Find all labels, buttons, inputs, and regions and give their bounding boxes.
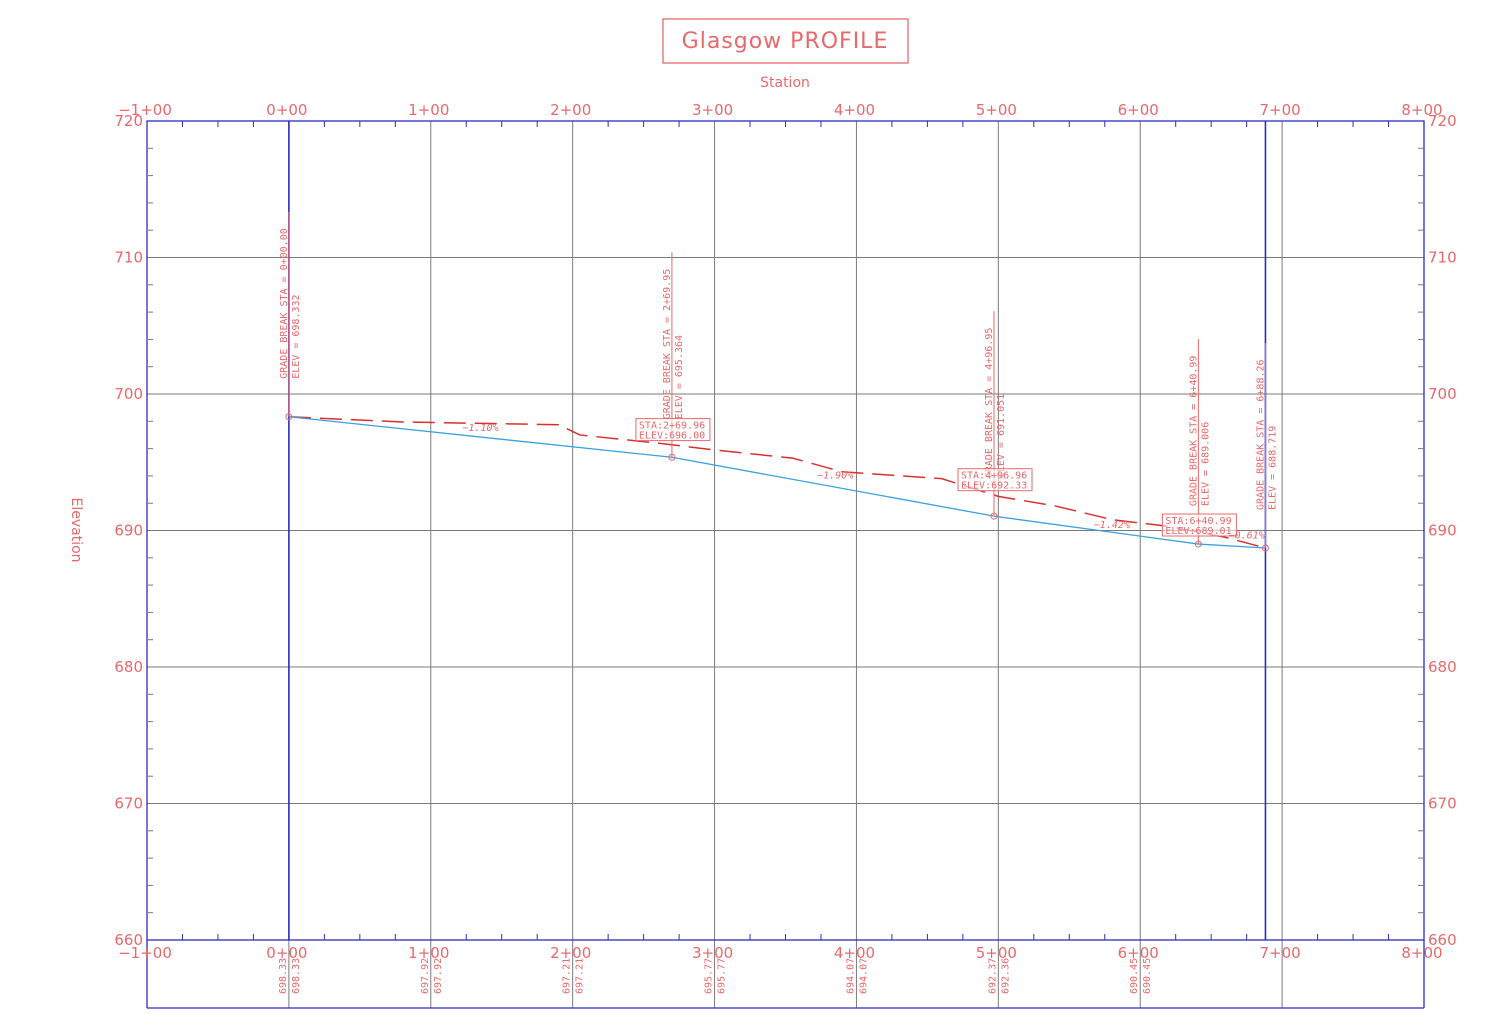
grade-percent-label: −0.61%	[1229, 531, 1265, 542]
station-label-bottom: 0+00	[266, 944, 307, 962]
elevation-label-right: 690	[1428, 522, 1457, 540]
drawing-title: Glasgow PROFILE	[682, 29, 889, 54]
elevation-label-right: 670	[1428, 795, 1457, 813]
band-value-b: 694.07	[858, 958, 869, 994]
grade-break-station: GRADE BREAK STA = 2+69.95	[662, 269, 673, 420]
elevation-label-right: 710	[1428, 249, 1457, 267]
station-label-bottom: 2+00	[550, 944, 591, 962]
band-value-b: 690.45	[1142, 958, 1153, 994]
station-label-top: 6+00	[1118, 101, 1159, 119]
station-label-top: 2+00	[550, 101, 591, 119]
station-label-top: −1+00	[118, 101, 172, 119]
elevation-label-left: 690	[114, 522, 143, 540]
grade-break-station: GRADE BREAK STA = 6+88.26	[1255, 359, 1266, 510]
label-layer: GRADE BREAK STA = 0+00.00 ELEV = 698.332 G…	[278, 211, 1278, 994]
station-label-bottom: 4+00	[834, 944, 875, 962]
elevation-axis-label: Elevation	[68, 497, 84, 562]
grade-break-station: GRADE BREAK STA = 4+96.95	[984, 328, 995, 479]
band-value-b: 698.33	[291, 958, 302, 994]
elevation-label-right: 680	[1428, 658, 1457, 676]
grade-percent-label: −1.42%	[1094, 520, 1130, 531]
grade-break-elevation: ELEV = 695.364	[674, 335, 685, 419]
elevation-label-left: 720	[114, 112, 143, 130]
band-value-b: 695.77	[717, 958, 728, 994]
point-label-station: STA:6+40.99	[1165, 516, 1231, 527]
tick-layer: −1+00 −1+00 0+00 0+00 1+00 1+00 2+00 2+00 3+00 3+…	[114, 101, 1456, 962]
band-value-a: 690.45	[1129, 958, 1140, 994]
station-label-bottom: 8+00	[1401, 944, 1442, 962]
station-label-bottom: −1+00	[118, 944, 172, 962]
station-label-top: 5+00	[976, 101, 1017, 119]
elevation-label-left: 680	[114, 658, 143, 676]
point-label-box	[635, 418, 711, 442]
band-value-b: 697.21	[575, 958, 586, 994]
station-label-top: 7+00	[1260, 101, 1301, 119]
station-label-bottom: 1+00	[408, 944, 449, 962]
grade-break-elevation: ELEV = 688.719	[1267, 426, 1278, 510]
band-value-a: 692.37	[987, 958, 998, 994]
point-label-elevation: ELEV:689.01	[1165, 526, 1231, 537]
elevation-label-right: 660	[1428, 931, 1457, 949]
grade-break-station: GRADE BREAK STA = 0+00.00	[279, 228, 290, 379]
station-label-top: 3+00	[692, 101, 733, 119]
band-value-b: 697.92	[433, 958, 444, 994]
station-label-top: 0+00	[266, 101, 307, 119]
elevation-label-right: 700	[1428, 385, 1457, 403]
band-value-a: 694.07	[845, 958, 856, 994]
band-value-a: 697.92	[420, 958, 431, 994]
grade-percent-label: −1.90%	[817, 471, 853, 482]
elevation-label-left: 700	[114, 385, 143, 403]
grade-break-station: GRADE BREAK STA = 6+40.99	[1188, 356, 1199, 507]
station-label-bottom: 3+00	[692, 944, 733, 962]
elevation-label-left: 670	[114, 795, 143, 813]
point-label-station: STA:2+69.96	[639, 421, 705, 432]
band-value-b: 692.36	[1000, 958, 1011, 994]
elevation-label-left: 660	[114, 931, 143, 949]
point-label-station: STA:4+96.96	[961, 471, 1027, 482]
station-label-top: 1+00	[408, 101, 449, 119]
grade-break-elevation: ELEV = 691.051	[996, 394, 1007, 478]
point-label-elevation: ELEV:696.00	[639, 431, 705, 442]
point-label-elevation: ELEV:692.33	[961, 481, 1027, 492]
station-axis-label: Station	[760, 75, 810, 91]
station-label-bottom: 5+00	[976, 944, 1017, 962]
band-value-a: 698.33	[278, 958, 289, 994]
grade-break-elevation: ELEV = 698.332	[291, 294, 302, 378]
station-label-top: 4+00	[834, 101, 875, 119]
point-label-box	[1161, 513, 1237, 537]
station-label-bottom: 6+00	[1118, 944, 1159, 962]
existing-ground-line	[288, 416, 1266, 549]
station-label-top: 8+00	[1401, 101, 1442, 119]
elevation-label-left: 710	[114, 249, 143, 267]
grade-percent-label: −1.10%	[462, 423, 498, 434]
point-label-box	[957, 468, 1033, 492]
frame-layer	[146, 120, 1425, 1009]
grade-break-elevation: ELEV = 689.006	[1200, 422, 1211, 506]
band-value-a: 695.77	[704, 958, 715, 994]
station-label-bottom: 7+00	[1260, 944, 1301, 962]
grid-layer	[147, 121, 1424, 1008]
band-value-a: 697.21	[562, 958, 573, 994]
title-box	[662, 18, 909, 64]
elevation-label-right: 720	[1428, 112, 1457, 130]
